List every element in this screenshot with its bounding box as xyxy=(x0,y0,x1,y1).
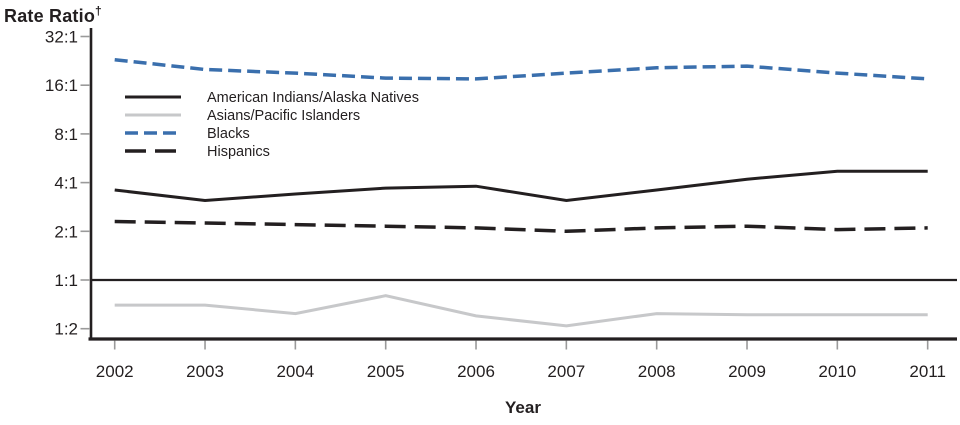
legend-label-asians-pacific-islanders: Asians/Pacific Islanders xyxy=(207,108,360,124)
dagger-footnote-marker: † xyxy=(95,4,102,18)
x-axis-title: Year xyxy=(505,398,541,417)
x-tick-label-2010: 2010 xyxy=(818,362,856,381)
x-tick-label-2004: 2004 xyxy=(276,362,314,381)
y-tick-label-4-1: 4:1 xyxy=(54,174,78,193)
x-tick-label-2006: 2006 xyxy=(457,362,495,381)
x-tick-label-2008: 2008 xyxy=(638,362,676,381)
series-line-blacks xyxy=(114,57,928,81)
y-tick-label-1-1: 1:1 xyxy=(54,271,78,290)
y-tick-label-16-1: 16:1 xyxy=(45,76,78,95)
y-axis-title: Rate Ratio† xyxy=(4,4,102,27)
series-line-asians-pacific-islanders xyxy=(114,294,928,328)
y-axis-title-text: Rate Ratio xyxy=(4,6,96,26)
y-tick-label-1-2: 1:2 xyxy=(54,320,78,339)
y-tick-label-2-1: 2:1 xyxy=(54,222,78,241)
legend-label-hispanics: Hispanics xyxy=(207,144,270,160)
x-tick-label-2009: 2009 xyxy=(728,362,766,381)
x-tick-label-2002: 2002 xyxy=(96,362,134,381)
x-tick-label-2007: 2007 xyxy=(547,362,585,381)
y-tick-label-8-1: 8:1 xyxy=(54,125,78,144)
legend-label-american-indians-alaska-natives: American Indians/Alaska Natives xyxy=(207,90,419,106)
series-line-american-indians-alaska-natives xyxy=(114,169,928,203)
x-tick-label-2003: 2003 xyxy=(186,362,224,381)
x-tick-label-2005: 2005 xyxy=(367,362,405,381)
x-tick-label-2011: 2011 xyxy=(909,362,946,381)
y-tick-label-32-1: 32:1 xyxy=(45,28,78,47)
series-line-hispanics xyxy=(114,219,928,234)
legend-label-blacks: Blacks xyxy=(207,126,250,142)
